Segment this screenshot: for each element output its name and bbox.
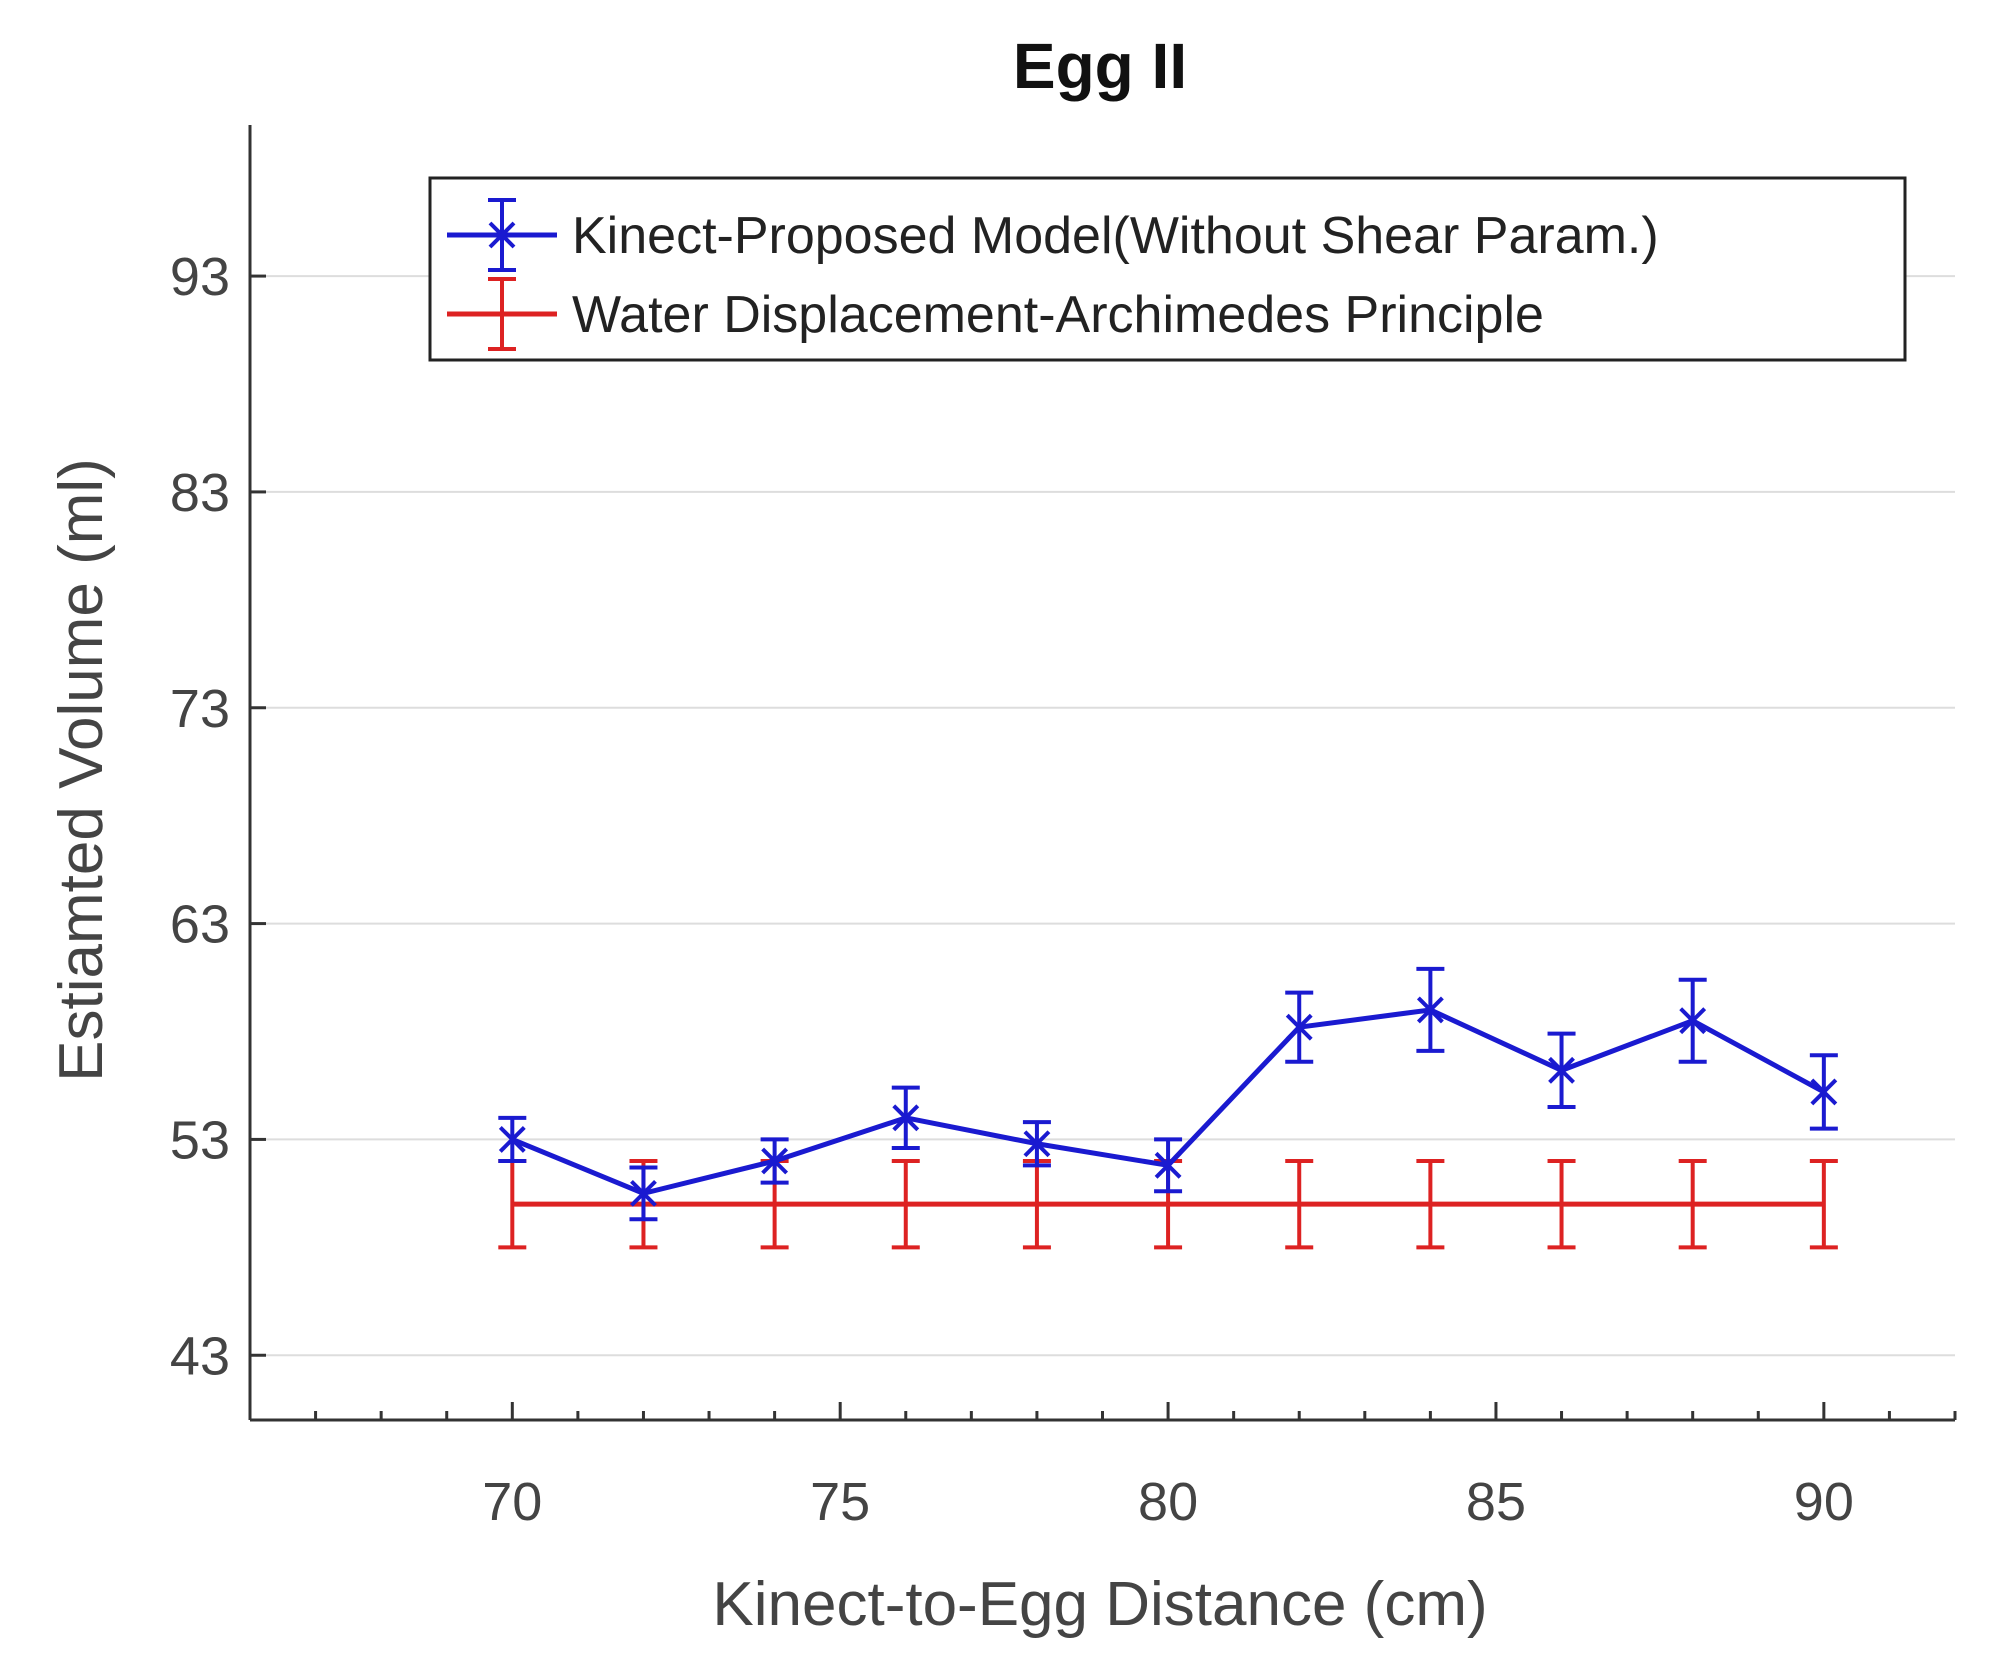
x-tick-label-80: 80 (1138, 1472, 1198, 1532)
marker-kinect-76 (892, 1104, 920, 1132)
x-marker-stroke-b (488, 221, 516, 249)
x-tick-label-90: 90 (1794, 1472, 1854, 1532)
errorbar-water-82 (1285, 1159, 1314, 1250)
errorbar-water-86 (1547, 1159, 1576, 1250)
x-marker-stroke-b (761, 1147, 789, 1175)
chart-title: Egg II (1013, 30, 1187, 102)
x-marker-stroke-b (892, 1104, 920, 1132)
errorbar-water-90 (1809, 1159, 1838, 1250)
marker-kinect-88 (1679, 1007, 1707, 1035)
legend-label-water: Water Displacement-Archimedes Principle (572, 286, 1544, 344)
y-tick-label-73: 73 (170, 679, 230, 739)
marker-kinect-84 (1416, 996, 1444, 1024)
y-tick-label-53: 53 (170, 1110, 230, 1170)
y-tick-label-43: 43 (170, 1326, 230, 1386)
legend-label-kinect: Kinect-Proposed Model(Without Shear Para… (572, 207, 1659, 265)
marker-kinect-70 (498, 1126, 526, 1153)
x-tick-label-70: 70 (482, 1472, 542, 1532)
legend-sample-water (447, 277, 557, 351)
marker-kinect-90 (1810, 1078, 1838, 1106)
x-axis-label: Kinect-to-Egg Distance (cm) (712, 1570, 1487, 1639)
marker-kinect-80 (1154, 1151, 1182, 1179)
x-tick-label-85: 85 (1466, 1472, 1526, 1532)
x-marker-stroke-b (498, 1126, 526, 1153)
legend-sample-marker (488, 221, 516, 249)
errorbar-water-76 (891, 1159, 920, 1250)
x-marker-stroke-b (1810, 1078, 1838, 1106)
x-marker-stroke-b (1548, 1056, 1575, 1084)
y-axis-label: Estiamted Volume (ml) (47, 458, 116, 1082)
series-kinect (498, 966, 1838, 1222)
y-tick-label-63: 63 (170, 895, 230, 955)
marker-kinect-72 (630, 1179, 657, 1207)
errorbar-water-84 (1416, 1159, 1445, 1250)
legend-sample-kinect (447, 198, 557, 272)
x-marker-stroke-b (630, 1179, 657, 1207)
marker-kinect-86 (1548, 1056, 1575, 1084)
x-marker-stroke-b (1285, 1013, 1313, 1041)
x-marker-stroke-b (1679, 1007, 1707, 1035)
x-marker-stroke-b (1416, 996, 1444, 1024)
y-tick-label-83: 83 (170, 463, 230, 523)
legend: Kinect-Proposed Model(Without Shear Para… (428, 176, 1907, 362)
y-tick-label-93: 93 (170, 247, 230, 307)
errorbar-water-88 (1678, 1159, 1707, 1250)
marker-kinect-82 (1285, 1013, 1313, 1041)
axis-layer: 43 53 63 73 83 93 70 75 80 85 90 (170, 125, 1957, 1532)
x-tick-label-75: 75 (810, 1472, 870, 1532)
x-marker-stroke-b (1154, 1151, 1182, 1179)
legend-box (428, 176, 1907, 362)
x-marker-stroke-b (1023, 1130, 1051, 1158)
marker-kinect-78 (1023, 1130, 1051, 1158)
marker-kinect-74 (761, 1147, 789, 1175)
series-layer (498, 966, 1838, 1250)
